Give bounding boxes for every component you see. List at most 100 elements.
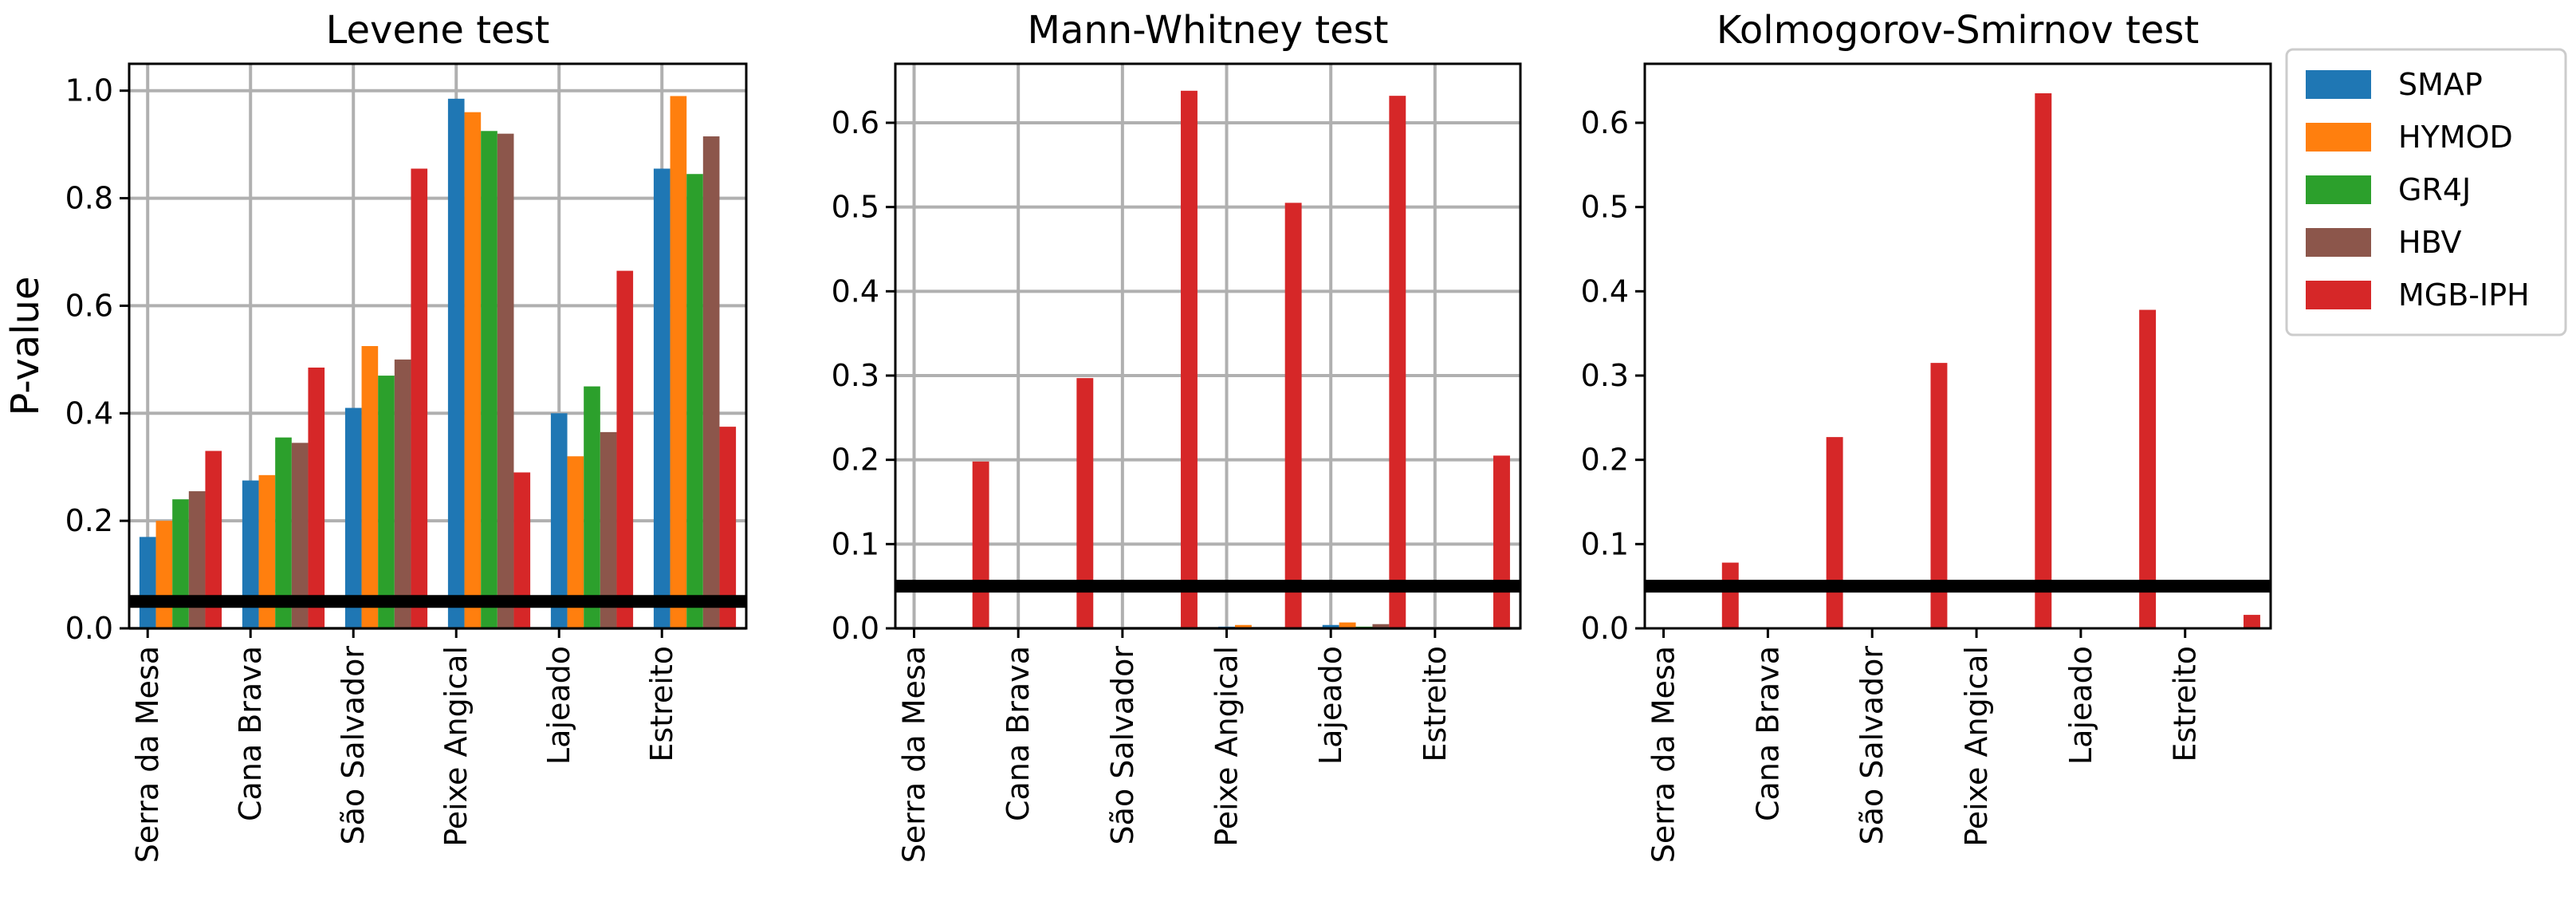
bar-hymod-estreito xyxy=(670,96,687,628)
bar-gr4j-sao-salvador xyxy=(378,376,395,628)
bar-mgb-iph-serra-da-mesa xyxy=(1721,562,1739,628)
bar-hbv-peixe-angical xyxy=(497,133,514,628)
bar-mgb-iph-sao-salvador xyxy=(411,168,428,628)
bar-mgb-iph-peixe-angical xyxy=(513,472,531,628)
legend-swatch-hbv xyxy=(2306,228,2371,257)
bar-mgb-iph-serra-da-mesa xyxy=(972,461,989,628)
bar-hbv-estreito xyxy=(702,136,720,628)
legend-label-mgb-iph: MGB-IPH xyxy=(2398,277,2530,313)
legend-label-hymod: HYMOD xyxy=(2398,120,2513,155)
x-tick-label-sao-salvador: São Salvador xyxy=(1854,646,1890,845)
bar-hymod-sao-salvador xyxy=(361,346,379,628)
bar-mgb-iph-peixe-angical xyxy=(1284,203,1302,628)
bar-smap-sao-salvador xyxy=(344,407,362,628)
x-tick-label-lajeado: Lajeado xyxy=(1313,646,1348,765)
bar-hymod-peixe-angical xyxy=(1234,624,1252,628)
y-tick-label: 0.1 xyxy=(1581,526,1629,561)
legend-label-smap: SMAP xyxy=(2398,67,2483,102)
panel-title: Mann-Whitney test xyxy=(1028,8,1389,53)
legend-swatch-gr4j xyxy=(2306,175,2371,204)
x-tick-label-cana-brava: Cana Brava xyxy=(233,646,268,821)
bar-hymod-lajeado xyxy=(1339,622,1356,628)
y-tick-label: 0.3 xyxy=(1581,358,1629,393)
x-tick-label-estreito: Estreito xyxy=(2168,646,2203,762)
legend-label-gr4j: GR4J xyxy=(2398,172,2471,207)
x-tick-label-peixe-angical: Peixe Angical xyxy=(439,646,474,847)
y-tick-label: 0.3 xyxy=(832,358,879,393)
panel-levene-test: 0.0 0.2 0.4 0.6 0.8 1.0 Serra da Mesa Cana Brav… xyxy=(3,8,748,863)
bar-smap-serra-da-mesa xyxy=(139,537,156,628)
y-tick-label: 0.1 xyxy=(832,526,879,561)
y-tick-label: 0.0 xyxy=(1581,611,1629,646)
bar-mgb-iph-cana-brava xyxy=(1076,378,1094,628)
bar-mgb-iph-cana-brava xyxy=(308,367,325,628)
x-tick-label-serra-da-mesa: Serra da Mesa xyxy=(130,646,165,863)
x-tick-label-estreito: Estreito xyxy=(1418,646,1453,762)
bar-hbv-sao-salvador xyxy=(394,359,411,628)
bar-mgb-iph-lajeado xyxy=(1389,96,1406,629)
bar-smap-lajeado xyxy=(1322,624,1339,628)
y-tick-label: 0.5 xyxy=(1581,190,1629,225)
bar-hymod-lajeado xyxy=(567,456,584,628)
bar-hbv-serra-da-mesa xyxy=(188,491,206,628)
bar-gr4j-lajeado xyxy=(584,386,600,628)
x-tick-label-peixe-angical: Peixe Angical xyxy=(1209,646,1245,847)
y-tick-label: 1.0 xyxy=(65,73,113,108)
y-tick-label: 0.2 xyxy=(65,503,113,538)
x-tick-label-cana-brava: Cana Brava xyxy=(1750,646,1785,821)
bar-mgb-iph-serra-da-mesa xyxy=(205,451,222,628)
x-tick-label-serra-da-mesa: Serra da Mesa xyxy=(897,646,932,863)
y-tick-label: 0.0 xyxy=(832,611,879,646)
x-tick-label-cana-brava: Cana Brava xyxy=(1001,646,1036,821)
bar-hbv-cana-brava xyxy=(291,443,309,628)
x-tick-label-lajeado: Lajeado xyxy=(541,646,576,765)
y-tick-label: 0.8 xyxy=(65,181,113,216)
bar-smap-estreito xyxy=(653,168,671,628)
y-tick-label: 0.6 xyxy=(65,288,113,323)
panel-title: Levene test xyxy=(326,8,550,53)
bar-hymod-peixe-angical xyxy=(464,112,482,628)
y-axis-label: P-value xyxy=(3,276,48,415)
y-tick-label: 0.2 xyxy=(1581,443,1629,478)
x-tick-label-lajeado: Lajeado xyxy=(2063,646,2098,765)
y-tick-label: 0.2 xyxy=(832,443,879,478)
axes-frame xyxy=(894,62,1522,630)
legend: SMAP HYMOD GR4J HBV MGB-IPH xyxy=(2285,48,2567,336)
bar-mgb-iph-cana-brava xyxy=(1826,437,1843,628)
bar-mgb-iph-estreito xyxy=(1493,455,1510,628)
x-tick-label-sao-salvador: São Salvador xyxy=(1105,646,1140,845)
bar-mgb-iph-sao-salvador xyxy=(1181,90,1198,628)
bar-gr4j-estreito xyxy=(686,174,703,628)
panel-kolmogorov-smirnov-test: 0.0 0.1 0.2 0.3 0.4 0.5 0.6 Serra da Mesa Cana B… xyxy=(1581,8,2272,863)
legend-frame xyxy=(2285,48,2567,336)
x-tick-label-serra-da-mesa: Serra da Mesa xyxy=(1646,646,1681,863)
axes-frame xyxy=(128,62,748,630)
y-tick-label: 0.0 xyxy=(65,611,113,646)
y-tick-label: 0.4 xyxy=(832,274,879,309)
legend-swatch-mgb-iph xyxy=(2306,281,2371,309)
bar-smap-lajeado xyxy=(550,413,568,628)
x-tick-label-estreito: Estreito xyxy=(644,646,679,762)
bar-hymod-cana-brava xyxy=(258,474,276,628)
bar-hymod-serra-da-mesa xyxy=(155,521,173,628)
bar-mgb-iph-peixe-angical xyxy=(2035,92,2052,628)
bar-gr4j-peixe-angical xyxy=(481,131,498,629)
bar-mgb-iph-lajeado xyxy=(2139,309,2157,628)
panel-mann-whitney-test: 0.0 0.1 0.2 0.3 0.4 0.5 0.6 Serra da Mesa Cana B… xyxy=(832,8,1522,863)
legend-swatch-hymod xyxy=(2306,123,2371,152)
axes-frame xyxy=(1643,62,2272,630)
bar-mgb-iph-lajeado xyxy=(616,270,634,628)
y-tick-label: 0.4 xyxy=(65,396,113,431)
bar-hbv-lajeado xyxy=(1372,624,1390,628)
bar-gr4j-cana-brava xyxy=(275,437,292,628)
bar-smap-cana-brava xyxy=(242,480,259,628)
x-tick-label-peixe-angical: Peixe Angical xyxy=(1959,646,1994,847)
bar-mgb-iph-estreito xyxy=(719,427,737,628)
y-tick-label: 0.4 xyxy=(1581,274,1629,309)
y-tick-label: 0.5 xyxy=(832,190,879,225)
bar-gr4j-serra-da-mesa xyxy=(172,499,189,628)
bar-smap-peixe-angical xyxy=(447,98,465,629)
y-tick-label: 0.6 xyxy=(1581,105,1629,140)
bar-mgb-iph-sao-salvador xyxy=(1930,363,1948,628)
